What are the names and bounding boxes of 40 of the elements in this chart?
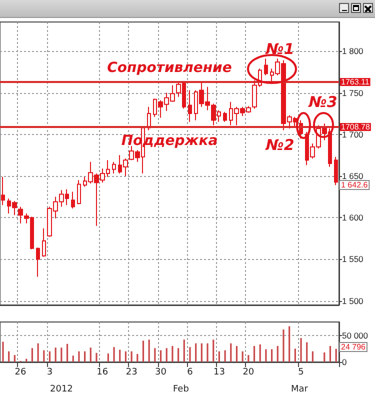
y-tick-label: 1 600: [342, 212, 364, 223]
x-tick-label: 30: [155, 368, 167, 378]
text: 1763.11: [341, 78, 370, 86]
x-tick-label: 5: [298, 368, 304, 378]
x-tick-label: 16: [96, 368, 108, 378]
x-tick-label: 26: [14, 368, 27, 378]
text: Mar: [291, 384, 308, 394]
candlestick: [334, 156, 338, 186]
candlestick: [223, 111, 227, 122]
candlestick: [77, 180, 81, 205]
x-tick-label: 3: [46, 368, 53, 378]
annotation: №1: [264, 40, 294, 58]
candlestick: [42, 228, 46, 258]
candlestick: [36, 247, 40, 278]
y-tick-label: 0: [342, 357, 347, 367]
candlestick: [188, 90, 192, 122]
text: 24 796: [341, 342, 366, 352]
candlestick: [264, 58, 268, 76]
y-tick-label: 1 650: [342, 170, 364, 181]
y-tick-label: 1 700: [342, 129, 364, 140]
y-tick-label: 1 750: [342, 88, 364, 98]
y-tick-label: 1 800: [342, 46, 364, 56]
text: 1708.78: [341, 122, 370, 132]
x-tick-label: 20: [242, 368, 254, 378]
annotation: №2: [264, 136, 294, 154]
candlestick: [71, 191, 75, 209]
y-tick-label: 50 000: [342, 330, 368, 340]
x-tick-label: 13: [213, 368, 225, 378]
text: 2012: [50, 384, 73, 394]
candlestick: [18, 206, 23, 224]
y-tick-label: 1 500: [342, 296, 364, 306]
text: Feb: [173, 384, 190, 394]
candlestick: [112, 161, 116, 174]
text: 1 642.6: [341, 180, 368, 190]
y-tick-label: 1 550: [342, 254, 364, 264]
x-tick-label: 23: [126, 368, 138, 378]
ref-line-label: Сопротивление: [107, 60, 232, 76]
annotation: №3: [308, 93, 338, 111]
x-tick-label: 6: [187, 368, 194, 378]
candlestick: [1, 176, 5, 206]
